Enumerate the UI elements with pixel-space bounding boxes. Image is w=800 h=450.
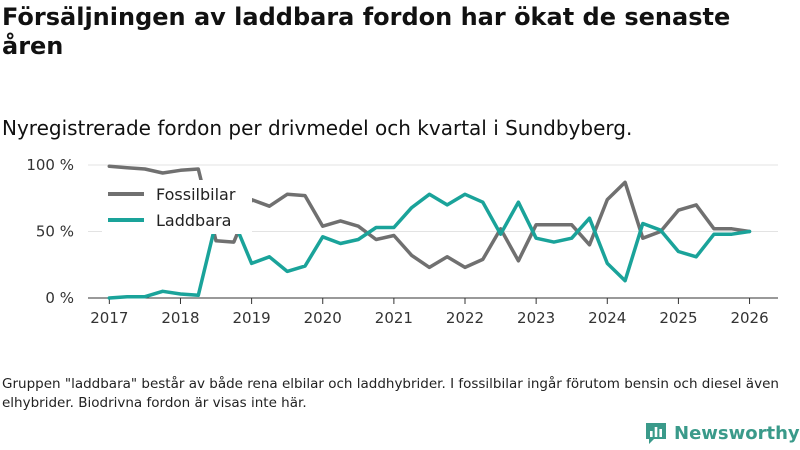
series-line-fossilbilar (107, 164, 752, 270)
legend-label-laddbara: Laddbara (156, 211, 231, 230)
x-tick-label: 2018 (161, 309, 199, 327)
brand-name: Newsworthy (674, 422, 800, 444)
x-tick-label: 2022 (446, 309, 484, 327)
x-tick-label: 2019 (233, 309, 271, 327)
x-tick-label: 2026 (730, 309, 768, 327)
line-chart: 0 % 50 % 100 % 2017 2018 2019 2020 2021 2022 2023… (26, 156, 778, 327)
legend-label-fossilbilar: Fossilbilar (156, 185, 236, 204)
x-tick-label: 2017 (90, 309, 128, 327)
chart-footnote: Gruppen "laddbara" består av både rena e… (2, 376, 779, 411)
legend-background (102, 180, 252, 234)
chart-subtitle: Nyregistrerade fordon per drivmedel och … (2, 116, 633, 140)
chart-title: Försäljningen av laddbara fordon har öka… (2, 3, 731, 60)
x-tick-label: 2024 (588, 309, 626, 327)
x-tick-label: 2025 (659, 309, 697, 327)
newsworthy-logo-icon (646, 423, 666, 444)
y-tick-label: 0 % (45, 289, 74, 307)
y-tick-label: 50 % (36, 223, 74, 241)
x-tick-label: 2020 (304, 309, 342, 327)
x-tick-label: 2023 (517, 309, 555, 327)
y-tick-label: 100 % (26, 156, 74, 174)
x-tick-label: 2021 (375, 309, 413, 327)
brand: Newsworthy (644, 420, 800, 446)
